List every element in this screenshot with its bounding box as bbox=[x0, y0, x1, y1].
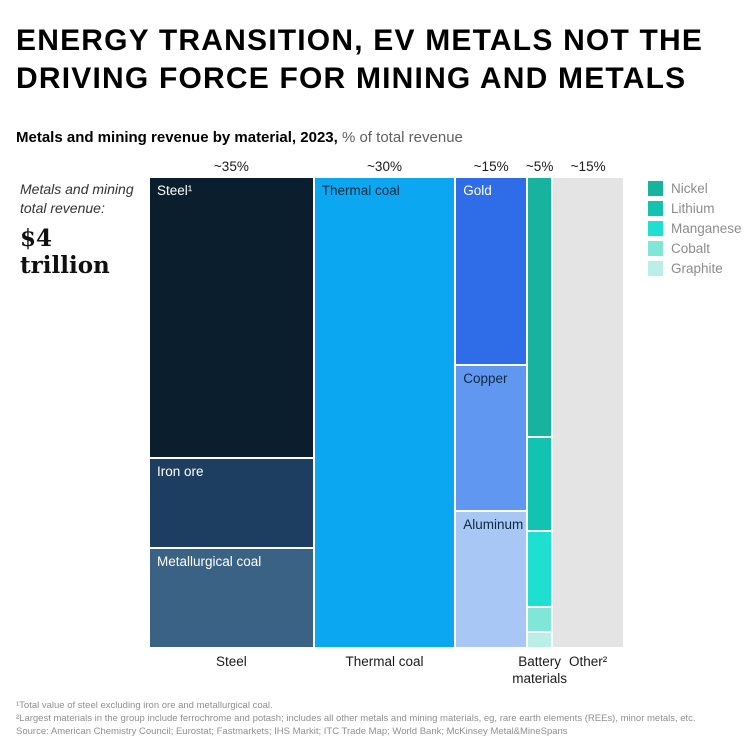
mekko-column-thermal-coal: ~30% Thermal coal Thermal coal bbox=[314, 156, 455, 687]
segment-label-iron-ore: Iron ore bbox=[157, 464, 204, 479]
mekko-segment-copper: Copper bbox=[456, 366, 526, 511]
column-width-label-other: ~15% bbox=[553, 156, 623, 178]
segment-label-copper: Copper bbox=[463, 371, 508, 386]
page-title-line1: ENERGY TRANSITION, EV METALS NOT THE bbox=[16, 24, 704, 57]
column-width-label-text: ~15% bbox=[570, 159, 606, 174]
mekko-segment-gold: Gold bbox=[456, 178, 526, 364]
total-revenue-annotation: Metals and mining total revenue: $4 tril… bbox=[20, 180, 146, 279]
mekko-segment-graphite bbox=[528, 633, 552, 647]
chart-legend: Nickel Lithium Manganese Cobalt Graphite bbox=[648, 181, 742, 281]
column-bottom-label-other: Other² bbox=[553, 647, 623, 687]
page-title: ENERGY TRANSITION, EV METALS NOT THE DRI… bbox=[16, 22, 732, 98]
footnote-1: ¹Total value of steel excluding iron ore… bbox=[16, 700, 273, 711]
chart-subtitle: Metals and mining revenue by material, 2… bbox=[16, 129, 463, 146]
mekko-segment-metallurgical-coal: Metallurgical coal bbox=[150, 549, 313, 647]
mekko-column-gold-copper-aluminum: ~15% Gold Copper Aluminum bbox=[456, 156, 526, 687]
legend-label-lithium: Lithium bbox=[671, 201, 715, 216]
total-revenue-value: $4 trillion bbox=[20, 225, 110, 279]
legend-item-cobalt: Cobalt bbox=[648, 241, 742, 256]
column-body-thermal-coal: Thermal coal bbox=[314, 178, 455, 647]
column-bottom-label-text: Battery materials bbox=[512, 654, 568, 686]
legend-swatch-graphite bbox=[648, 261, 663, 276]
column-bottom-label-thermal-coal: Thermal coal bbox=[315, 647, 455, 687]
column-width-label-text: ~15% bbox=[473, 159, 509, 174]
mekko-segment-cobalt bbox=[528, 608, 552, 632]
mekko-segment-iron-ore: Iron ore bbox=[150, 459, 313, 548]
column-body-gold-copper-aluminum: Gold Copper Aluminum bbox=[456, 178, 526, 647]
legend-item-graphite: Graphite bbox=[648, 261, 742, 276]
column-bottom-label-text: Steel bbox=[215, 654, 247, 669]
column-bottom-label-text: Other² bbox=[568, 654, 608, 669]
chart-subtitle-bold: Metals and mining revenue by material, 2… bbox=[16, 129, 338, 146]
legend-label-manganese: Manganese bbox=[671, 221, 742, 236]
total-revenue-label: Metals and mining total revenue: bbox=[20, 181, 134, 216]
column-bottom-label-steel: Steel bbox=[150, 647, 313, 687]
legend-item-nickel: Nickel bbox=[648, 181, 742, 196]
column-width-label-text: ~35% bbox=[213, 159, 249, 174]
column-width-label-text: ~5% bbox=[525, 159, 554, 174]
marimekko-chart: ~35% Steel¹ Iron ore Metallurgical coal Stee… bbox=[150, 156, 623, 687]
mekko-segment-lithium bbox=[528, 438, 552, 531]
mekko-segment-thermal-coal: Thermal coal bbox=[314, 178, 455, 647]
segment-label-aluminum: Aluminum bbox=[463, 517, 524, 533]
legend-label-cobalt: Cobalt bbox=[671, 241, 711, 256]
legend-item-manganese: Manganese bbox=[648, 221, 742, 236]
mekko-segment-steel: Steel¹ bbox=[150, 178, 313, 457]
legend-swatch-lithium bbox=[648, 201, 663, 216]
column-width-label-text: ~30% bbox=[367, 159, 402, 174]
column-body-battery-materials bbox=[528, 178, 552, 647]
footnotes: ¹Total value of steel excluding iron ore… bbox=[16, 699, 732, 738]
legend-item-lithium: Lithium bbox=[648, 201, 742, 216]
mekko-segment-other bbox=[553, 178, 623, 647]
footnote-source: Source: American Chemistry Council; Euro… bbox=[16, 726, 568, 737]
mekko-column-battery-materials: ~5% Battery materials bbox=[512, 156, 567, 687]
column-width-label-battery-materials: ~5% bbox=[525, 156, 554, 178]
column-body-steel: Steel¹ Iron ore Metallurgical coal bbox=[150, 178, 313, 647]
column-bottom-label-battery-materials: Battery materials bbox=[512, 647, 567, 687]
legend-swatch-cobalt bbox=[648, 241, 663, 256]
mekko-segment-manganese bbox=[528, 532, 552, 607]
segment-label-thermal-coal: Thermal coal bbox=[321, 183, 400, 198]
segment-label-metallurgical-coal: Metallurgical coal bbox=[157, 554, 262, 570]
marimekko-columns: ~35% Steel¹ Iron ore Metallurgical coal Stee… bbox=[150, 156, 623, 687]
mekko-column-steel: ~35% Steel¹ Iron ore Metallurgical coal Stee… bbox=[150, 156, 313, 687]
column-width-label-gold-copper-aluminum: ~15% bbox=[456, 156, 526, 178]
column-body-other bbox=[553, 178, 623, 647]
mekko-segment-aluminum: Aluminum bbox=[456, 512, 526, 647]
column-bottom-label-text: Thermal coal bbox=[345, 654, 424, 669]
mekko-segment-nickel bbox=[528, 178, 552, 437]
legend-swatch-manganese bbox=[648, 221, 663, 236]
segment-label-steel: Steel¹ bbox=[157, 183, 193, 198]
chart-subtitle-rest: % of total revenue bbox=[337, 129, 463, 146]
page-title-line2: DRIVING FORCE FOR MINING AND METALS bbox=[16, 62, 687, 95]
legend-label-graphite: Graphite bbox=[671, 261, 723, 276]
footnote-2: ²Largest materials in the group include … bbox=[16, 713, 696, 724]
column-width-label-steel: ~35% bbox=[150, 156, 313, 178]
mekko-column-other: ~15% Other² bbox=[553, 156, 623, 687]
column-width-label-thermal-coal: ~30% bbox=[315, 156, 455, 178]
legend-label-nickel: Nickel bbox=[671, 181, 708, 196]
segment-label-gold: Gold bbox=[463, 183, 492, 198]
legend-swatch-nickel bbox=[648, 181, 663, 196]
